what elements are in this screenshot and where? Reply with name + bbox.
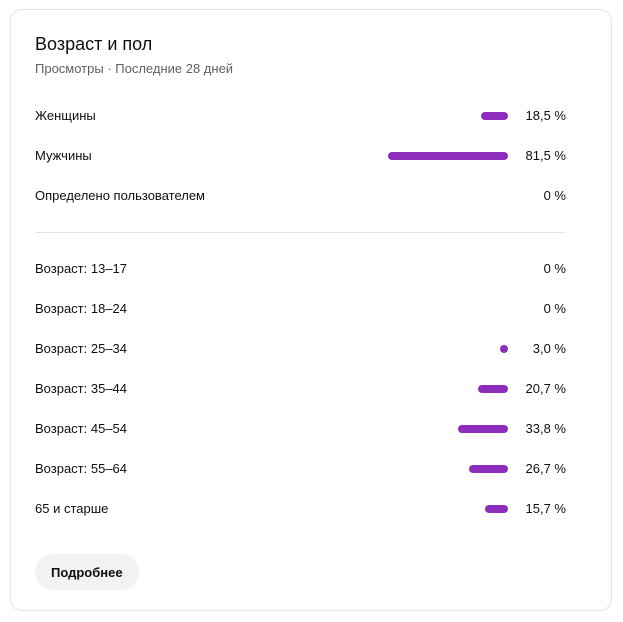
row-label: Возраст: 13–17 [35,261,128,276]
row-value: 33,8 % [525,421,566,436]
row-label: Возраст: 18–24 [35,301,128,316]
row-label: Женщины [35,108,96,123]
age-row-18-24: Возраст: 18–24 0 % [35,299,566,319]
card-title: Возраст и пол [35,34,153,54]
gender-row-female: Женщины 18,5 % [35,106,566,126]
row-value: 0 % [543,261,566,276]
bar [500,345,508,353]
row-value: 0 % [543,301,566,316]
row-value: 81,5 % [525,148,566,163]
details-button[interactable]: Подробнее [35,554,139,590]
age-row-13-17: Возраст: 13–17 0 % [35,259,566,279]
bar [458,425,508,433]
row-label: Определено пользователем [35,188,205,203]
bar [485,505,508,513]
row-label: Возраст: 55–64 [35,461,128,476]
bar [481,112,508,120]
age-row-35-44: Возраст: 35–44 20,7 % [35,379,566,399]
row-value: 0 % [543,188,566,203]
row-label: 65 и старше [35,501,109,516]
row-label: Возраст: 35–44 [35,381,128,396]
age-row-45-54: Возраст: 45–54 33,8 % [35,419,566,439]
bar [478,385,508,393]
age-row-65-plus: 65 и старше 15,7 % [35,499,566,519]
bar [388,152,508,160]
row-label: Мужчины [35,148,92,163]
card-subtitle: Просмотры · Последние 28 дней [35,61,234,76]
row-value: 26,7 % [525,461,566,476]
row-label: Возраст: 25–34 [35,341,128,356]
age-row-55-64: Возраст: 55–64 26,7 % [35,459,566,479]
row-label: Возраст: 45–54 [35,421,128,436]
row-value: 3,0 % [532,341,566,356]
gender-row-male: Мужчины 81,5 % [35,146,566,166]
row-value: 18,5 % [525,108,566,123]
section-divider [35,232,566,233]
row-value: 20,7 % [525,381,566,396]
row-value: 15,7 % [525,501,566,516]
gender-row-user-specified: Определено пользователем 0 % [35,186,566,206]
age-gender-card: Возраст и пол Просмотры · Последние 28 д… [10,9,612,611]
bar [469,465,508,473]
age-row-25-34: Возраст: 25–34 3,0 % [35,339,566,359]
